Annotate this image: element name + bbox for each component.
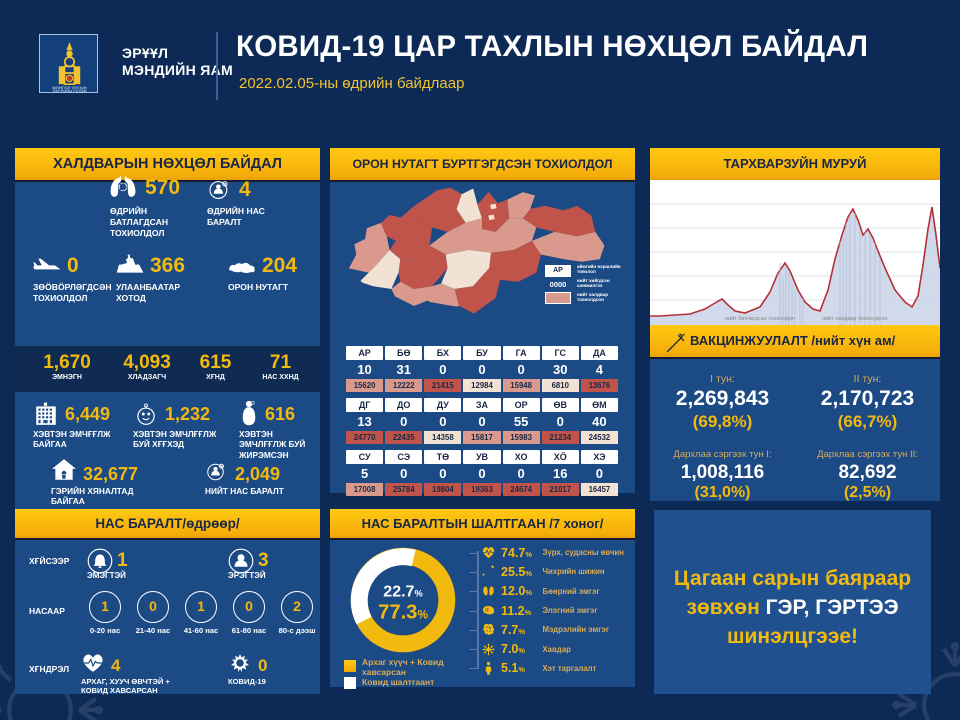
svg-text:77.3%: 77.3% — [378, 602, 428, 624]
svg-text:22.7%: 22.7% — [383, 584, 422, 601]
svg-text:нийт батлагдсан тохиолдол: нийт батлагдсан тохиолдол — [725, 315, 795, 322]
svg-text:нийт халдвар тохиолдсон: нийт халдвар тохиолдсон — [822, 315, 887, 322]
svg-text:ЗАСГИЙН ГАЗАР: ЗАСГИЙН ГАЗАР — [52, 89, 86, 94]
